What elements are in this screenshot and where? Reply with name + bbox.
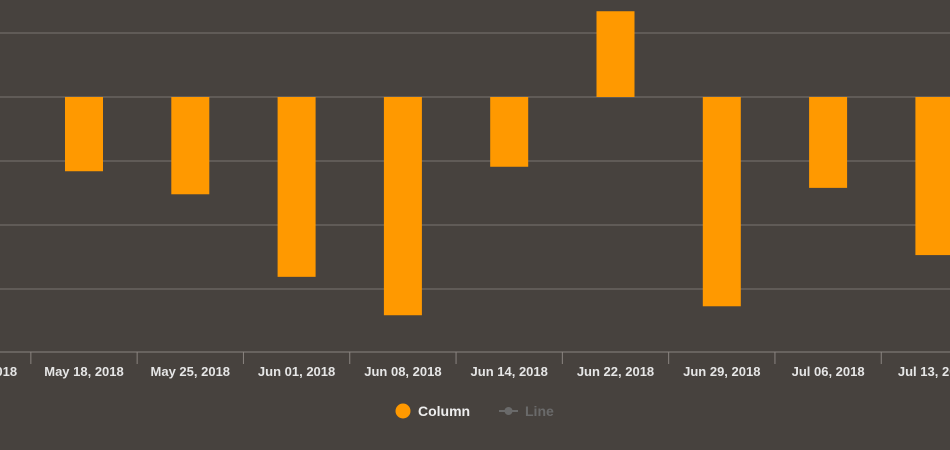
bar-may-25-2018 — [171, 97, 210, 195]
x-tick-label: Jun 08, 2018 — [364, 364, 441, 379]
legend-item-line[interactable]: Line — [525, 403, 554, 419]
x-tick-label: Jun 01, 2018 — [258, 364, 335, 379]
x-tick-label: Jul 13, 2018 — [898, 364, 950, 379]
bar-may-18-2018 — [65, 97, 103, 172]
x-tick-label: Jun 29, 2018 — [683, 364, 760, 379]
x-tick-label: May 11, 2018 — [0, 364, 17, 379]
x-tick-label: May 25, 2018 — [151, 364, 231, 379]
x-tick-label: Jun 14, 2018 — [471, 364, 548, 379]
bar-jun-08-2018 — [383, 97, 422, 316]
bar-jun-29-2018 — [702, 97, 741, 307]
legend-line-dot-icon[interactable] — [504, 407, 513, 415]
legend-column-marker-icon[interactable] — [395, 403, 411, 419]
legend: Column Line — [395, 403, 554, 419]
x-tick-label: May 18, 2018 — [44, 364, 124, 379]
bar-jun-22-2018 — [596, 11, 635, 98]
bar-jul-06-2018 — [809, 97, 848, 188]
bar-jun-01-2018 — [277, 97, 316, 277]
bar-jun-14-2018 — [490, 97, 529, 167]
x-tick-label: Jun 22, 2018 — [577, 364, 654, 379]
bar-jul-13-2018 — [915, 97, 950, 256]
legend-item-column[interactable]: Column — [418, 403, 470, 419]
x-tick-label: Jul 06, 2018 — [792, 364, 865, 379]
